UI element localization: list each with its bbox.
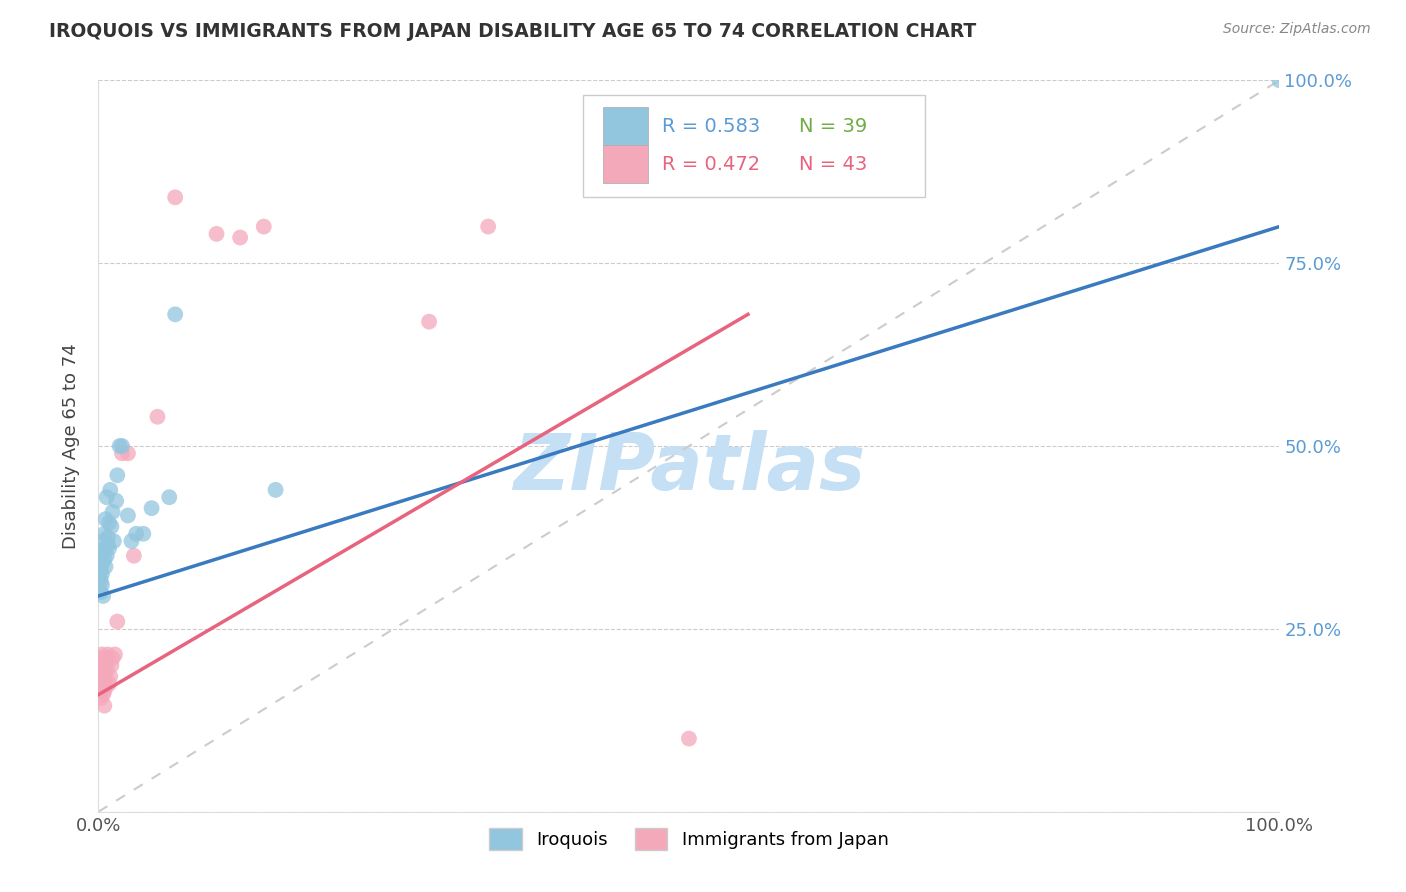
Text: R = 0.472: R = 0.472: [662, 155, 759, 174]
Point: [111, 439, 134, 453]
Point: [93, 673, 115, 687]
Point: [89, 658, 111, 673]
Y-axis label: Disability Age 65 to 74: Disability Age 65 to 74: [62, 343, 80, 549]
Point: [90, 574, 112, 589]
Point: [91, 589, 114, 603]
Point: [91, 648, 114, 662]
Point: [94, 681, 117, 695]
Point: [91, 655, 114, 669]
Point: [91, 578, 114, 592]
Point: [141, 501, 163, 516]
Point: [103, 534, 125, 549]
Point: [89, 571, 111, 585]
Point: [100, 658, 122, 673]
Text: Source: ZipAtlas.com: Source: ZipAtlas.com: [1223, 22, 1371, 37]
Point: [93, 552, 115, 566]
Point: [91, 658, 114, 673]
Point: [125, 526, 148, 541]
Point: [91, 534, 114, 549]
Point: [477, 219, 499, 234]
Point: [93, 684, 115, 698]
Point: [93, 541, 115, 556]
Point: [94, 559, 117, 574]
Point: [89, 559, 111, 574]
Point: [122, 549, 145, 563]
Point: [96, 662, 118, 676]
Text: IROQUOIS VS IMMIGRANTS FROM JAPAN DISABILITY AGE 65 TO 74 CORRELATION CHART: IROQUOIS VS IMMIGRANTS FROM JAPAN DISABI…: [49, 22, 976, 41]
Point: [105, 615, 128, 629]
Point: [89, 676, 111, 690]
Point: [90, 585, 112, 599]
Point: [91, 676, 114, 690]
Point: [94, 658, 117, 673]
Point: [91, 567, 114, 582]
Text: R = 0.583: R = 0.583: [662, 117, 761, 136]
Point: [94, 669, 117, 683]
Point: [146, 409, 169, 424]
Point: [89, 665, 111, 680]
Point: [90, 691, 112, 706]
Text: ZIPatlas: ZIPatlas: [513, 430, 865, 506]
Point: [94, 512, 117, 526]
Point: [98, 516, 121, 530]
Point: [105, 494, 128, 508]
Point: [101, 651, 124, 665]
Point: [90, 651, 112, 665]
Legend: Iroquois, Immigrants from Japan: Iroquois, Immigrants from Japan: [482, 821, 896, 857]
FancyBboxPatch shape: [603, 107, 648, 145]
Point: [418, 315, 440, 329]
Point: [97, 648, 120, 662]
Point: [93, 698, 115, 713]
Point: [157, 490, 180, 504]
Point: [97, 530, 120, 544]
Point: [132, 526, 155, 541]
Point: [117, 508, 139, 523]
Point: [91, 688, 114, 702]
Point: [93, 526, 115, 541]
Point: [90, 662, 112, 676]
Point: [1268, 73, 1291, 87]
Point: [96, 651, 118, 665]
Point: [229, 230, 252, 244]
FancyBboxPatch shape: [582, 95, 925, 197]
Point: [108, 439, 131, 453]
Point: [91, 669, 114, 683]
Point: [91, 662, 114, 676]
Point: [264, 483, 287, 497]
Text: N = 39: N = 39: [799, 117, 868, 136]
Point: [100, 519, 122, 533]
Point: [678, 731, 700, 746]
Point: [121, 534, 143, 549]
Point: [98, 541, 121, 556]
Point: [91, 681, 114, 695]
Point: [205, 227, 228, 241]
Point: [96, 490, 118, 504]
Point: [98, 669, 121, 683]
Point: [90, 673, 112, 687]
Point: [91, 665, 114, 680]
Text: N = 43: N = 43: [799, 155, 868, 174]
Point: [104, 648, 127, 662]
Point: [101, 505, 124, 519]
Point: [90, 563, 112, 577]
Point: [97, 538, 120, 552]
FancyBboxPatch shape: [603, 145, 648, 184]
Point: [253, 219, 276, 234]
Point: [91, 556, 114, 570]
Point: [165, 307, 187, 321]
Point: [117, 446, 139, 460]
Point: [90, 684, 112, 698]
Point: [111, 446, 134, 460]
Point: [98, 676, 121, 690]
Point: [98, 483, 121, 497]
Point: [165, 190, 187, 204]
Point: [91, 545, 114, 559]
Point: [105, 468, 128, 483]
Point: [96, 549, 118, 563]
